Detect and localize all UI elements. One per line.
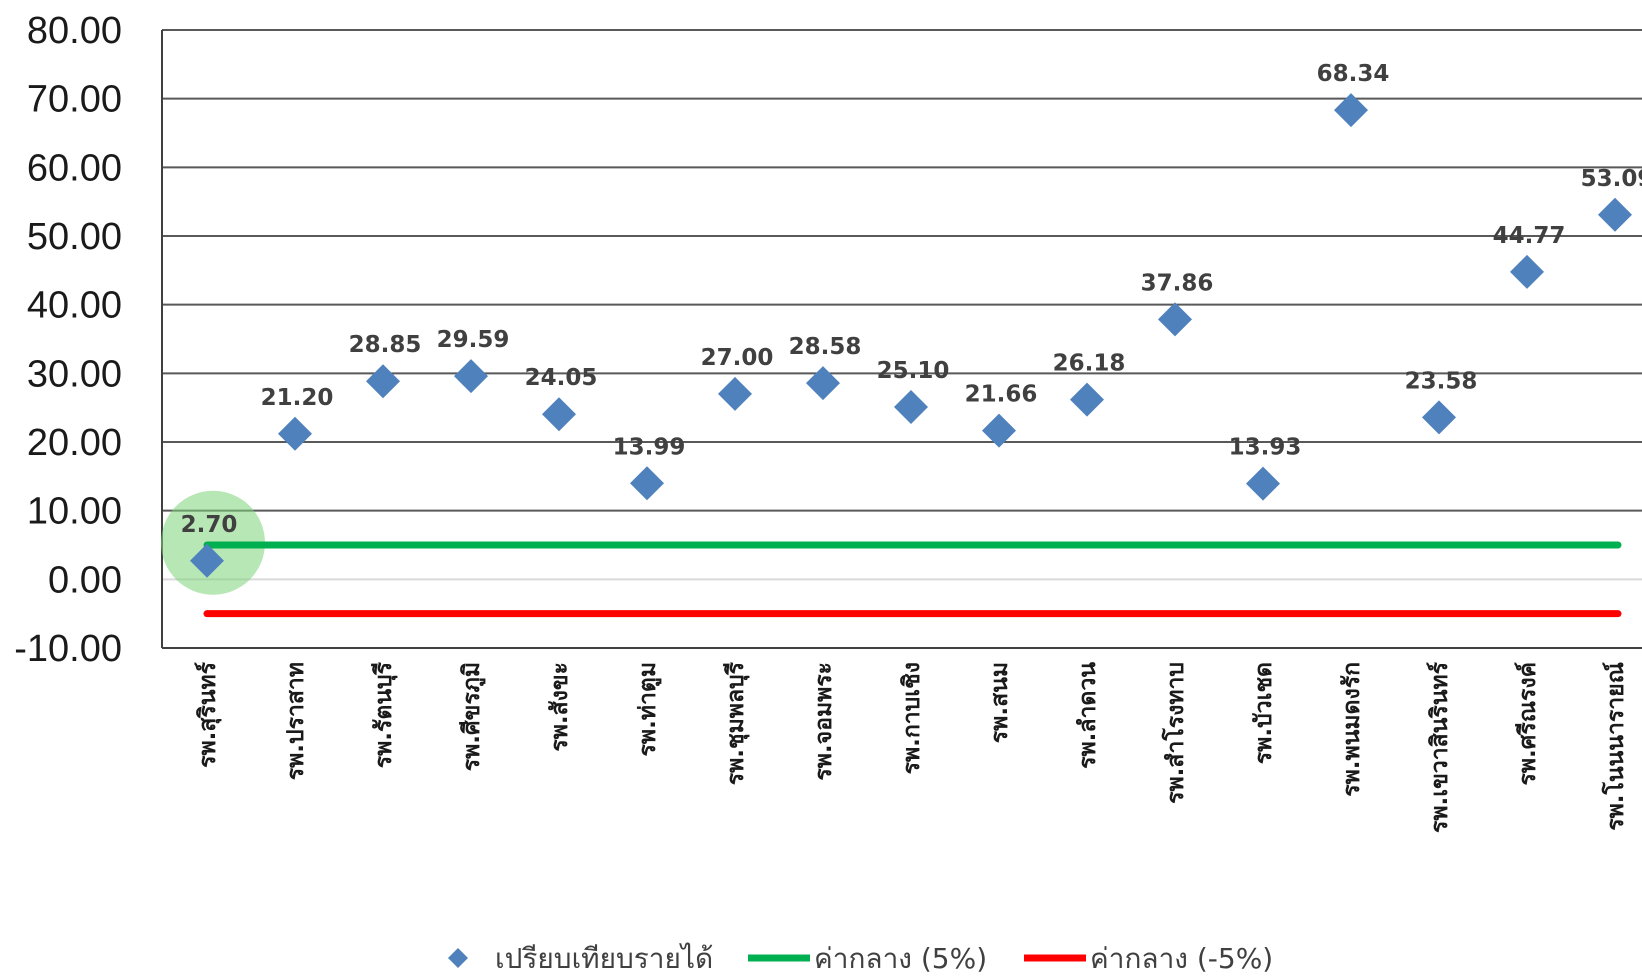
x-category-label: รพ.ปราสาท bbox=[283, 662, 309, 780]
data-label: 27.00 bbox=[701, 345, 774, 371]
data-label: 29.59 bbox=[437, 327, 510, 353]
data-point bbox=[190, 543, 224, 578]
y-tick-label: 40.00 bbox=[27, 285, 122, 327]
data-label: 68.34 bbox=[1317, 61, 1390, 87]
data-point bbox=[718, 376, 752, 411]
data-label: 44.77 bbox=[1493, 223, 1566, 249]
x-category-label: รพ.ชุมพลบุรี bbox=[723, 661, 750, 785]
y-tick-label: 20.00 bbox=[27, 422, 122, 464]
legend-label: ค่ากลาง (5%) bbox=[814, 942, 987, 975]
data-point bbox=[1334, 93, 1368, 128]
data-label: 28.85 bbox=[349, 332, 422, 358]
data-label: 13.99 bbox=[613, 434, 686, 460]
gridlines bbox=[161, 29, 1642, 649]
y-tick-label: 50.00 bbox=[27, 216, 122, 258]
x-category-label: รพ.ท่าตูม bbox=[635, 662, 662, 756]
data-markers bbox=[190, 93, 1632, 578]
y-axis-ticks: 80.00 70.00 60.00 50.00 40.00 30.00 20.00 10.00… bbox=[14, 10, 122, 670]
data-point bbox=[1070, 382, 1104, 417]
data-label: 21.20 bbox=[261, 385, 334, 411]
data-point bbox=[1598, 197, 1632, 232]
data-point bbox=[630, 466, 664, 501]
data-label: 25.10 bbox=[877, 358, 950, 384]
data-label: 53.09 bbox=[1581, 166, 1642, 192]
y-tick-label: 10.00 bbox=[27, 491, 122, 533]
x-category-label: รพ.ศีขรภูมิ bbox=[459, 662, 486, 771]
legend-label: เปรียบเทียบรายได้ bbox=[495, 942, 713, 975]
x-category-label: รพ.ศรีณรงค์ bbox=[1514, 662, 1541, 786]
y-tick-label: 0.00 bbox=[48, 559, 122, 601]
x-category-label: รพ.พนมดงรัก bbox=[1339, 662, 1365, 797]
x-category-label: รพ.กาบเชิง bbox=[899, 662, 925, 774]
x-category-label: รพ.รัตนบุรี bbox=[371, 661, 398, 768]
x-category-label: รพ.สนม bbox=[987, 662, 1013, 743]
data-label: 13.93 bbox=[1229, 435, 1302, 461]
data-point bbox=[1510, 254, 1544, 289]
data-point bbox=[278, 416, 312, 451]
y-tick-label: 70.00 bbox=[27, 79, 122, 121]
data-point bbox=[982, 413, 1016, 448]
x-category-label: รพ.ลำดวน bbox=[1075, 662, 1101, 769]
y-tick-label: -10.00 bbox=[14, 628, 122, 670]
x-category-label: รพ.สังขะ bbox=[547, 662, 573, 752]
data-point bbox=[454, 359, 488, 394]
data-point bbox=[894, 389, 928, 424]
x-category-label: รพ.สำโรงทาบ bbox=[1161, 662, 1189, 804]
data-label: 28.58 bbox=[789, 334, 862, 360]
data-point bbox=[1422, 400, 1456, 435]
x-category-label: รพ.สุรินทร์ bbox=[194, 661, 222, 768]
legend-label: ค่ากลาง (-5%) bbox=[1090, 942, 1273, 975]
legend-marker-swatch bbox=[448, 948, 468, 968]
x-axis-labels: รพ.สุรินทร์ รพ.ปราสาท รพ.รัตนบุรี รพ.ศีขรภู… bbox=[194, 661, 1629, 833]
x-category-label: รพ.จอมพระ bbox=[811, 662, 837, 781]
data-label: 26.18 bbox=[1053, 351, 1126, 377]
data-labels: 2.70 21.20 28.85 29.59 24.05 13.99 27.00 28.58 2… bbox=[181, 61, 1642, 538]
reference-lines bbox=[203, 541, 1622, 618]
data-point bbox=[542, 397, 576, 432]
data-point bbox=[1158, 302, 1192, 337]
x-category-label: รพ.บัวเชด bbox=[1251, 662, 1277, 764]
data-label: 2.70 bbox=[181, 512, 238, 538]
data-point bbox=[1246, 466, 1280, 501]
y-tick-label: 30.00 bbox=[27, 353, 122, 395]
x-category-label: รพ.โนนนารายณ์ bbox=[1601, 662, 1629, 831]
data-label: 24.05 bbox=[525, 365, 598, 391]
data-label: 23.58 bbox=[1405, 368, 1478, 394]
data-label: 21.66 bbox=[965, 382, 1038, 408]
legend: เปรียบเทียบรายได้ ค่ากลาง (5%) ค่ากลาง (-5… bbox=[448, 942, 1273, 975]
data-point bbox=[806, 366, 840, 401]
x-category-label: รพ.เขวาสินรินทร์ bbox=[1426, 661, 1453, 833]
y-tick-label: 60.00 bbox=[27, 147, 122, 189]
y-tick-label: 80.00 bbox=[27, 10, 122, 52]
data-point bbox=[366, 364, 400, 399]
data-label: 37.86 bbox=[1141, 270, 1214, 296]
